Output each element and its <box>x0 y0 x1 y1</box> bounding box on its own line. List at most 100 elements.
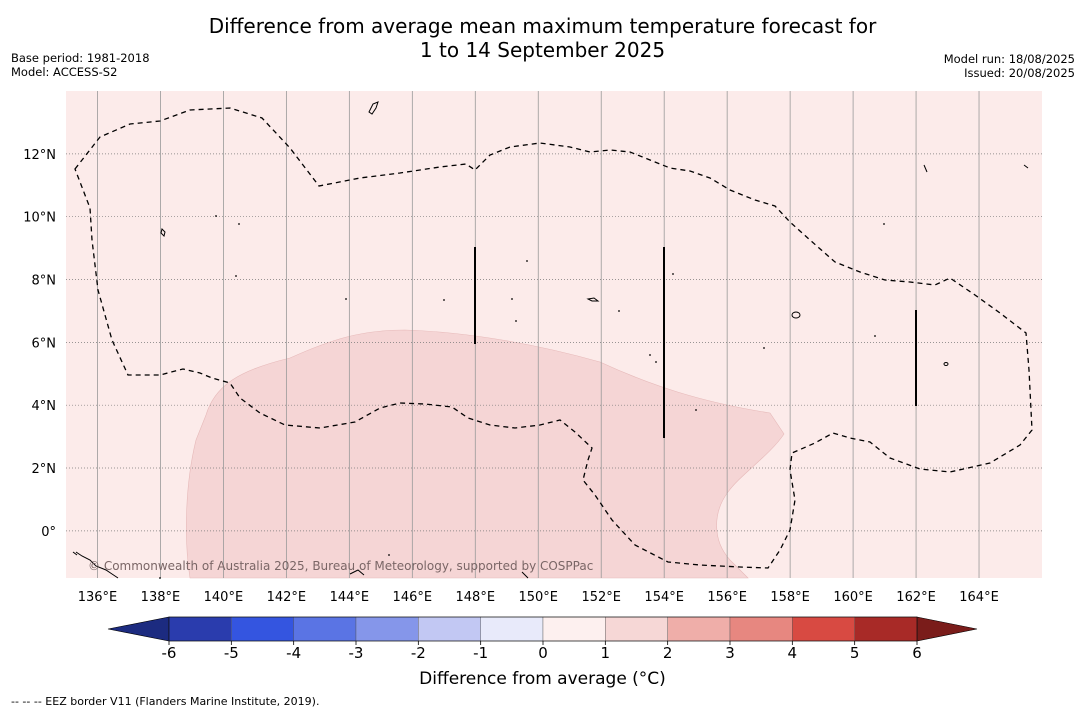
colorbar-tick-label: -4 <box>286 644 301 662</box>
latitude-tick-labels: 0° 2°N 4°N 6°N 8°N 10°N 12°N <box>23 148 56 540</box>
islet-dot <box>649 354 651 356</box>
lon-tick-label: 142°E <box>267 590 307 605</box>
copyright-text: © Commonwealth of Australia 2025, Bureau… <box>88 559 593 573</box>
lon-tick-label: 150°E <box>518 590 558 605</box>
islet-dot <box>215 215 217 217</box>
small-islets <box>159 215 885 579</box>
colorbar-tick-label: -3 <box>349 644 364 662</box>
chart-title: Difference from average mean maximum tem… <box>0 14 1085 62</box>
title-line-1: Difference from average mean maximum tem… <box>208 14 877 38</box>
island-yap <box>368 101 379 115</box>
colorbar-segment <box>792 616 855 642</box>
colorbar-segment <box>667 616 731 642</box>
lon-tick-label: 138°E <box>141 590 181 605</box>
islet-dot <box>388 554 390 556</box>
meta-left: Base period: 1981-2018 Model: ACCESS-S2 <box>11 51 150 79</box>
colorbar-segment <box>729 616 793 642</box>
eez-border <box>74 107 1033 569</box>
lon-tick-label: 156°E <box>707 590 747 605</box>
colorbar-segment <box>480 616 544 642</box>
model-run: Model run: 18/08/2025 <box>943 52 1075 66</box>
lon-tick-label: 160°E <box>833 590 873 605</box>
title-line-2: 1 to 14 September 2025 <box>419 38 666 62</box>
colorbar-segment <box>231 616 294 642</box>
island-s-islets <box>349 569 529 579</box>
island-chuuk <box>586 297 600 302</box>
colorbar-segment <box>854 616 918 642</box>
base-period: Base period: 1981-2018 <box>11 51 150 65</box>
meta-right: Model run: 18/08/2025 Issued: 20/08/2025 <box>944 52 1075 80</box>
island-nw-islet <box>72 551 78 556</box>
islet-dot <box>695 409 697 411</box>
islet-dot <box>511 298 513 300</box>
islet-dot <box>235 275 237 277</box>
colorbar-segment <box>418 616 481 642</box>
islands <box>72 101 1029 579</box>
islet-dot <box>874 335 876 337</box>
colorbar-tick-label: -2 <box>411 644 426 662</box>
islet-dot <box>655 361 657 363</box>
lon-tick-label: 148°E <box>456 590 496 605</box>
lon-tick-label: 140°E <box>204 590 244 605</box>
colorbar-segment <box>542 616 606 642</box>
colorbar-tick-label: 4 <box>788 644 798 662</box>
footnote: -- -- -- EEZ border V11 (Flanders Marine… <box>11 695 320 708</box>
longitude-tick-labels: 136°E 138°E 140°E 142°E 144°E 146°E 148°E 150°E… <box>78 590 999 605</box>
island-ne-islet <box>1023 164 1029 169</box>
lat-tick-label: 12°N <box>23 148 56 163</box>
colorbar-tick-label: 5 <box>850 644 860 662</box>
islet-dot <box>526 260 528 262</box>
islet-dot <box>238 223 240 225</box>
colorbar-extend-low <box>107 616 170 642</box>
lon-tick-label: 154°E <box>644 590 684 605</box>
colorbar-segment <box>168 616 232 642</box>
island-kosrae <box>943 362 949 366</box>
lat-tick-label: 0° <box>41 525 56 540</box>
map-gridlines <box>66 91 1042 578</box>
island-pohnpei <box>791 311 801 319</box>
lat-tick-label: 10°N <box>23 211 56 226</box>
lon-tick-label: 146°E <box>393 590 433 605</box>
colorbar-tick-label: 3 <box>725 644 735 662</box>
islet-dot <box>672 273 674 275</box>
colorbar-tick-label: 0 <box>538 644 548 662</box>
warm-region-shape <box>186 329 785 579</box>
warm-anomaly-region <box>186 329 785 579</box>
lon-tick-label: 162°E <box>896 590 936 605</box>
islet-dot <box>345 298 347 300</box>
colorbar-tick-label: 2 <box>663 644 673 662</box>
issued-date: Issued: 20/08/2025 <box>964 66 1075 80</box>
eez-border-line <box>74 107 1033 569</box>
lon-tick-label: 158°E <box>770 590 810 605</box>
colorbar-tick-label: 1 <box>601 644 611 662</box>
model-name: Model: ACCESS-S2 <box>11 65 118 79</box>
island-n-islet <box>923 164 928 173</box>
lat-tick-label: 8°N <box>32 274 57 289</box>
lon-tick-label: 144°E <box>330 590 370 605</box>
colorbar-tick-label: 6 <box>912 644 922 662</box>
islet-dot <box>515 320 517 322</box>
vertical-markers <box>474 247 917 438</box>
colorbar-segment <box>293 616 357 642</box>
colorbar-segment <box>605 616 668 642</box>
islet-dot <box>618 310 620 312</box>
islet-dot <box>883 223 885 225</box>
lon-tick-label: 164°E <box>959 590 999 605</box>
island-palau <box>160 228 166 237</box>
colorbar-tick-label: -1 <box>473 644 488 662</box>
lon-tick-label: 136°E <box>78 590 118 605</box>
colorbar-label: Difference from average (°C) <box>419 669 666 689</box>
colorbar-extend-high <box>916 616 978 642</box>
islet-dot <box>443 299 445 301</box>
colorbar-tick-label: -6 <box>162 644 177 662</box>
colorbar: -6 -5 -4 -3 -2 -1 0 1 2 3 4 5 6 <box>107 616 978 662</box>
islet-dot <box>763 347 765 349</box>
colorbar-segment <box>355 616 419 642</box>
colorbar-tick-label: -5 <box>224 644 239 662</box>
lat-tick-label: 6°N <box>32 336 57 351</box>
lon-tick-label: 152°E <box>581 590 621 605</box>
lat-tick-label: 2°N <box>32 462 57 477</box>
island-new-guinea-coast <box>75 551 119 579</box>
islet-dot <box>159 577 161 579</box>
